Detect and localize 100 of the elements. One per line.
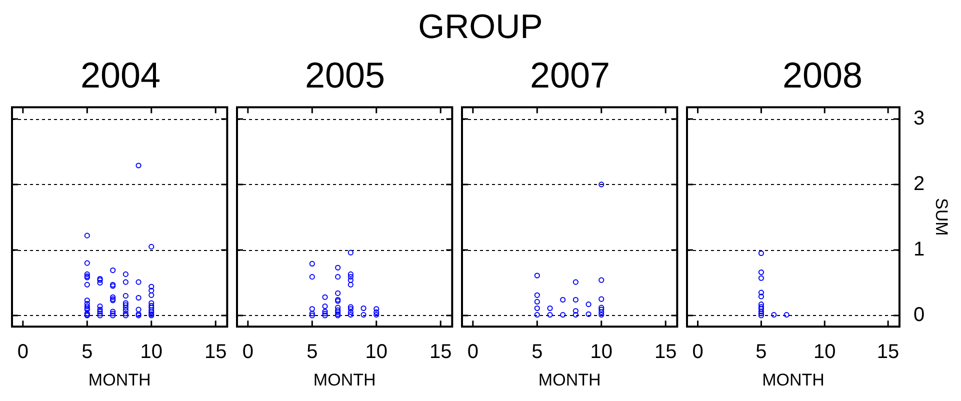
point (560, 296, 566, 303)
point (148, 304, 154, 310)
point (586, 302, 592, 308)
x-tick-label: 15 (876, 341, 900, 364)
x-tick-label: 0 (467, 341, 478, 364)
point (309, 306, 315, 312)
point (122, 293, 128, 299)
x-tick-label: 0 (692, 341, 704, 364)
point (110, 312, 116, 318)
point (84, 300, 90, 306)
point (335, 264, 341, 270)
point (534, 305, 540, 312)
point (572, 312, 578, 318)
x-tick-label: 10 (140, 341, 163, 364)
point (374, 312, 380, 318)
point (322, 294, 328, 300)
point (758, 304, 764, 310)
point (97, 306, 103, 312)
x-axis-title: MONTH (88, 370, 151, 390)
point (560, 312, 566, 318)
point (148, 292, 154, 298)
point (348, 277, 354, 283)
point (309, 312, 315, 318)
point (534, 312, 540, 318)
point (598, 312, 604, 318)
point (84, 232, 90, 238)
point (335, 304, 341, 310)
point (84, 271, 90, 278)
point (348, 304, 354, 310)
x-tick-label: 0 (242, 341, 254, 364)
y-tick-label: 1 (913, 238, 925, 260)
point (136, 162, 142, 168)
chart-title: 2007 (530, 54, 610, 96)
point (322, 310, 328, 316)
point (572, 308, 578, 314)
point (335, 309, 341, 315)
point (97, 304, 103, 310)
point (148, 288, 154, 294)
point (84, 260, 90, 266)
point (598, 296, 604, 302)
x-tick-label: 10 (590, 341, 613, 364)
x-tick-label: 15 (429, 341, 452, 364)
point (758, 269, 764, 276)
point (84, 310, 90, 316)
point (97, 312, 103, 318)
point (547, 305, 553, 312)
point (598, 182, 604, 188)
point (534, 292, 540, 298)
x-tick-label: 10 (814, 341, 836, 364)
point (122, 310, 128, 316)
point (110, 310, 116, 316)
point (136, 279, 142, 285)
x-tick-label: 0 (17, 341, 28, 364)
point (758, 308, 764, 314)
point (148, 244, 154, 250)
point (534, 298, 540, 305)
point (122, 304, 128, 310)
point (360, 312, 366, 318)
point (360, 305, 366, 312)
chart-title: 2008 (782, 54, 863, 96)
point (348, 309, 354, 315)
point (374, 309, 380, 315)
point (758, 310, 764, 316)
point (758, 306, 764, 312)
x-tick-label: 10 (365, 341, 388, 364)
point (335, 290, 341, 296)
x-tick-label: 15 (654, 341, 677, 364)
point (84, 298, 90, 304)
point (374, 306, 380, 312)
x-tick-label: 15 (204, 341, 227, 364)
point (335, 307, 341, 314)
point (322, 304, 328, 310)
point (322, 312, 328, 318)
point (148, 302, 154, 308)
point (547, 312, 553, 318)
y-tick-label: 2 (913, 172, 925, 195)
point (598, 306, 604, 312)
point (322, 308, 328, 314)
x-tick-label: 5 (756, 341, 767, 364)
point (110, 294, 116, 300)
point (122, 300, 128, 306)
point (572, 296, 578, 303)
point (598, 304, 604, 310)
point (598, 309, 604, 315)
x-axis-title: MONTH (313, 370, 376, 390)
chart-title: 2005 (304, 54, 386, 96)
point (148, 300, 154, 306)
point (348, 306, 354, 312)
x-axis-title: MONTH (538, 370, 601, 390)
point (122, 312, 128, 318)
point (758, 294, 764, 300)
x-tick-label: 5 (82, 341, 93, 364)
point (122, 302, 128, 308)
x-axis-title: MONTH (762, 370, 824, 390)
point (309, 260, 315, 267)
point (122, 271, 128, 278)
point (784, 312, 790, 318)
point (348, 282, 354, 288)
point (148, 307, 154, 314)
point (758, 302, 764, 308)
